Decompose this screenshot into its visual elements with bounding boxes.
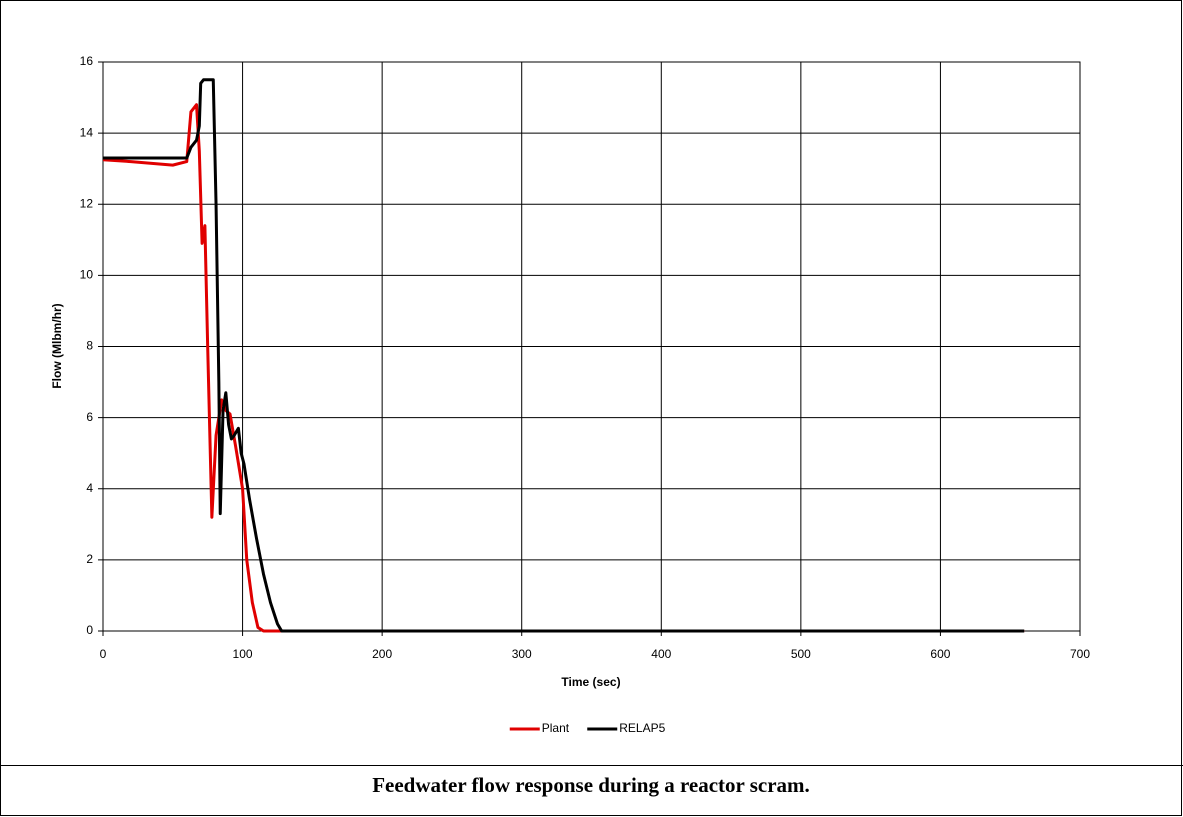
x-tick-label: 700	[1070, 647, 1090, 661]
x-tick-label: 100	[233, 647, 253, 661]
x-tick-label: 500	[791, 647, 811, 661]
y-tick-label: 2	[86, 552, 93, 566]
x-tick-label: 200	[372, 647, 392, 661]
x-axis-title: Time (sec)	[561, 675, 620, 689]
caption: Feedwater flow response during a reactor…	[372, 773, 810, 797]
legend-label: Plant	[542, 721, 570, 735]
x-tick-label: 300	[512, 647, 532, 661]
y-tick-label: 10	[80, 268, 94, 282]
series-line	[102, 103, 1025, 633]
y-tick-label: 12	[80, 196, 94, 210]
x-tick-label: 600	[930, 647, 950, 661]
y-tick-label: 8	[86, 339, 93, 353]
y-tick-label: 6	[86, 410, 93, 424]
y-tick-label: 16	[80, 54, 94, 68]
series-line	[103, 78, 1025, 633]
x-tick-label: 400	[651, 647, 671, 661]
y-tick-label: 4	[86, 481, 93, 495]
y-tick-label: 14	[80, 125, 94, 139]
legend-label: RELAP5	[619, 721, 665, 735]
y-tick-label: 0	[86, 623, 93, 637]
x-tick-label: 0	[100, 647, 107, 661]
y-axis-title: Flow (Mlbm/hr)	[50, 303, 64, 388]
